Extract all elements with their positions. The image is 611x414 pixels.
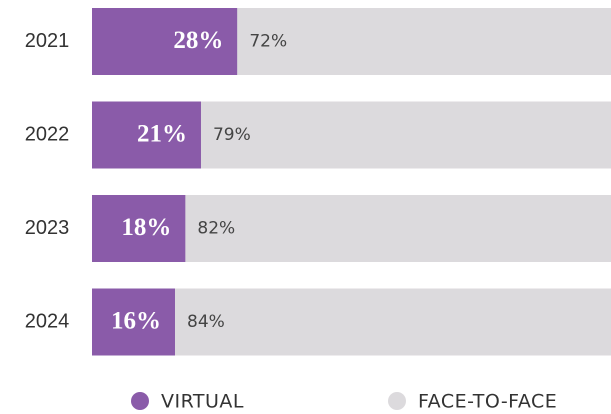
category-label: 2024	[25, 310, 70, 332]
value-label: 82%	[197, 219, 235, 239]
value-label: 28%	[173, 27, 223, 54]
bar-segment	[92, 195, 186, 262]
value-label: 72%	[249, 32, 287, 52]
bar-segment	[92, 8, 238, 75]
category-label: 2021	[25, 30, 70, 52]
value-label: 79%	[213, 125, 251, 145]
legend-label: VIRTUAL	[161, 391, 244, 413]
bar-segment	[92, 101, 201, 169]
bar-segment	[92, 288, 176, 356]
bar-segment	[200, 101, 611, 169]
bar-segment	[237, 8, 611, 75]
value-label: 84%	[187, 312, 225, 332]
legend-label: FACE-TO-FACE	[418, 391, 557, 413]
value-label: 18%	[121, 214, 171, 241]
category-label: 2022	[25, 123, 70, 145]
value-label: 21%	[137, 121, 187, 148]
legend-marker	[131, 392, 149, 410]
bar-segment	[185, 195, 611, 262]
bar-segment	[175, 288, 611, 356]
value-label: 16%	[111, 308, 161, 335]
category-label: 2023	[25, 217, 70, 239]
legend-marker	[388, 392, 406, 410]
